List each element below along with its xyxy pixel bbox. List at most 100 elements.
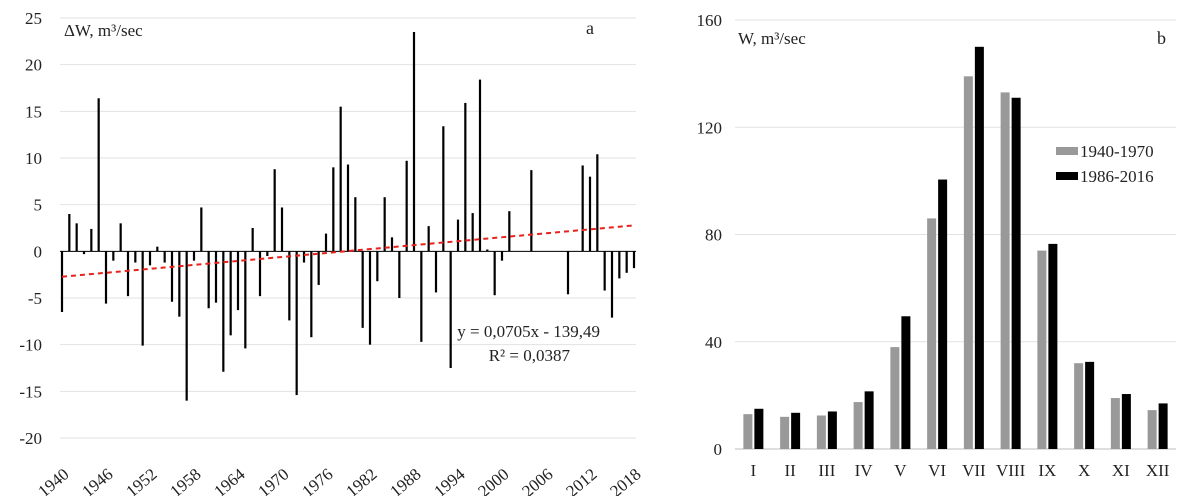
- legend-label-1986-2016: 1986-2016: [1080, 167, 1154, 186]
- panel-a-y-tick-labels: 25 20 15 10 5 0 -5 -10 -15 -20: [19, 9, 42, 448]
- panel-a-x-tick: 1982: [342, 465, 380, 496]
- panel-a-y-tick: 5: [34, 196, 43, 215]
- panel-b-bar: [1110, 398, 1120, 449]
- panel-a-y-tick: 25: [25, 9, 42, 28]
- panel-a-bar: [126, 251, 130, 297]
- panel-a-bar: [456, 219, 460, 252]
- panel-a-bar: [317, 251, 320, 285]
- panel-a-x-tick: 1970: [254, 465, 292, 496]
- panel-b-bar: [827, 411, 837, 449]
- panel-b-x-tick: VIII: [996, 461, 1026, 480]
- panel-a-trend-r2: R² = 0,0387: [489, 346, 571, 365]
- panel-a-x-tick: 2000: [474, 465, 512, 496]
- panel-a-x-tick: 2012: [562, 465, 600, 496]
- panel-a-x-tick: 1940: [34, 465, 72, 496]
- panel-a-bar: [581, 165, 584, 252]
- panel-a-bar: [222, 251, 225, 372]
- panel-a-bar: [500, 251, 504, 261]
- panel-a-x-tick: 1946: [78, 465, 116, 496]
- panel-b-legend: 1940-1970 1986-2016: [1056, 142, 1154, 186]
- panel-b-x-tick: XII: [1146, 461, 1170, 480]
- panel-a-bar: [420, 251, 423, 342]
- panel-b-bar: [938, 179, 948, 450]
- panel-a-bar: [207, 251, 210, 309]
- panel-a-bar: [156, 246, 159, 252]
- panel-a-bar: [90, 228, 93, 252]
- panel-a-bar: [244, 251, 247, 349]
- panel-b-bar: [816, 415, 826, 449]
- panel-a-bar: [148, 251, 152, 266]
- panel-b-bar: [791, 412, 801, 449]
- panel-a-ylabel: ΔW, m³/sec: [64, 21, 143, 40]
- panel-a-bar: [610, 251, 614, 318]
- panel-b-x-tick: I: [751, 461, 757, 480]
- panel-a-bar: [588, 176, 592, 252]
- legend-swatch-1986-2016: [1056, 172, 1078, 180]
- panel-b-bar: [901, 316, 911, 449]
- panel-a-x-tick: 2018: [606, 465, 644, 496]
- panel-b-bar: [974, 46, 984, 449]
- panel-b-bar: [1074, 363, 1084, 449]
- panel-a-x-tick: 2006: [518, 465, 556, 496]
- panel-a-x-tick: 1988: [386, 465, 424, 496]
- panel-a-bar: [178, 251, 181, 317]
- panel-a-x-tick: 1958: [166, 465, 204, 496]
- legend-label-1940-1970: 1940-1970: [1080, 142, 1154, 161]
- panel-a-bar: [405, 160, 408, 252]
- panel-a-bar: [449, 251, 452, 368]
- panel-b-bar: [853, 402, 863, 449]
- panel-b-bar: [780, 416, 790, 449]
- panel-a-bar: [354, 197, 357, 252]
- panel-a-bar: [412, 32, 416, 252]
- panel-b-y-tick: 160: [697, 11, 723, 30]
- panel-b-x-tick-labels: I II III IV V VI VII VIII IX X XI XII: [751, 461, 1170, 480]
- panel-b-bar: [890, 347, 900, 449]
- panel-b-x-tick: XI: [1112, 461, 1130, 480]
- panel-b-bar: [1000, 92, 1010, 450]
- panel-a-bar: [508, 211, 511, 252]
- panel-a-x-tick: 1994: [430, 464, 469, 496]
- panel-b-x-tick: X: [1078, 461, 1090, 480]
- panel-b-bar: [1048, 243, 1058, 449]
- panel-b-bar: [1121, 394, 1131, 449]
- panel-a-bar: [214, 251, 218, 303]
- panel-a-y-tick: 20: [25, 56, 42, 75]
- panel-a-bar: [185, 251, 188, 401]
- panel-b-y-tick-labels: 160 120 80 40 0: [697, 11, 723, 459]
- panel-b-x-tick: VII: [962, 461, 986, 480]
- panel-a-bar: [464, 102, 467, 252]
- panel-a-y-tick: -15: [19, 382, 42, 401]
- panel-a-x-tick: 1952: [122, 465, 160, 496]
- panel-a-x-tick-labels: 1940 1946 1952 1958 1964 1970 1976 1982 1988 1994…: [34, 464, 644, 496]
- panel-a-bar: [236, 251, 240, 311]
- panel-a-bar: [258, 251, 262, 297]
- panel-a-bar: [192, 251, 196, 261]
- panel-a-y-tick: -20: [19, 429, 42, 448]
- panel-b-y-tick: 80: [705, 226, 722, 245]
- panel-a-bar: [288, 251, 291, 321]
- panel-b-x-tick: IX: [1038, 461, 1056, 480]
- panel-a-trend-equation: y = 0,0705x - 139,49: [457, 322, 600, 341]
- panel-a-bar: [339, 106, 342, 252]
- panel-a-bar: [266, 251, 269, 256]
- panel-a-bar: [390, 237, 394, 252]
- panel-a-letter: a: [586, 18, 594, 38]
- panel-a-bar: [134, 251, 137, 263]
- panel-a-x-tick: 1976: [298, 465, 336, 496]
- panel-b-bar: [927, 218, 937, 449]
- panel-a-bars: [60, 32, 636, 401]
- panel-a-bar: [427, 226, 430, 252]
- panel-a-bar: [310, 251, 313, 338]
- panel-b-bar: [1011, 97, 1021, 449]
- panel-b-letter: b: [1157, 28, 1166, 48]
- panel-b-y-tick: 0: [714, 440, 723, 459]
- panel-a-bar: [618, 251, 621, 279]
- panel-b-bar: [1158, 403, 1168, 449]
- panel-a-bar: [251, 228, 254, 252]
- panel-a-bar: [361, 251, 364, 328]
- legend-swatch-1940-1970: [1056, 147, 1078, 155]
- panel-a-bar: [324, 233, 328, 252]
- panel-a-bar: [603, 251, 606, 291]
- panel-a-bar: [493, 251, 496, 296]
- panel-a-bar: [141, 251, 144, 346]
